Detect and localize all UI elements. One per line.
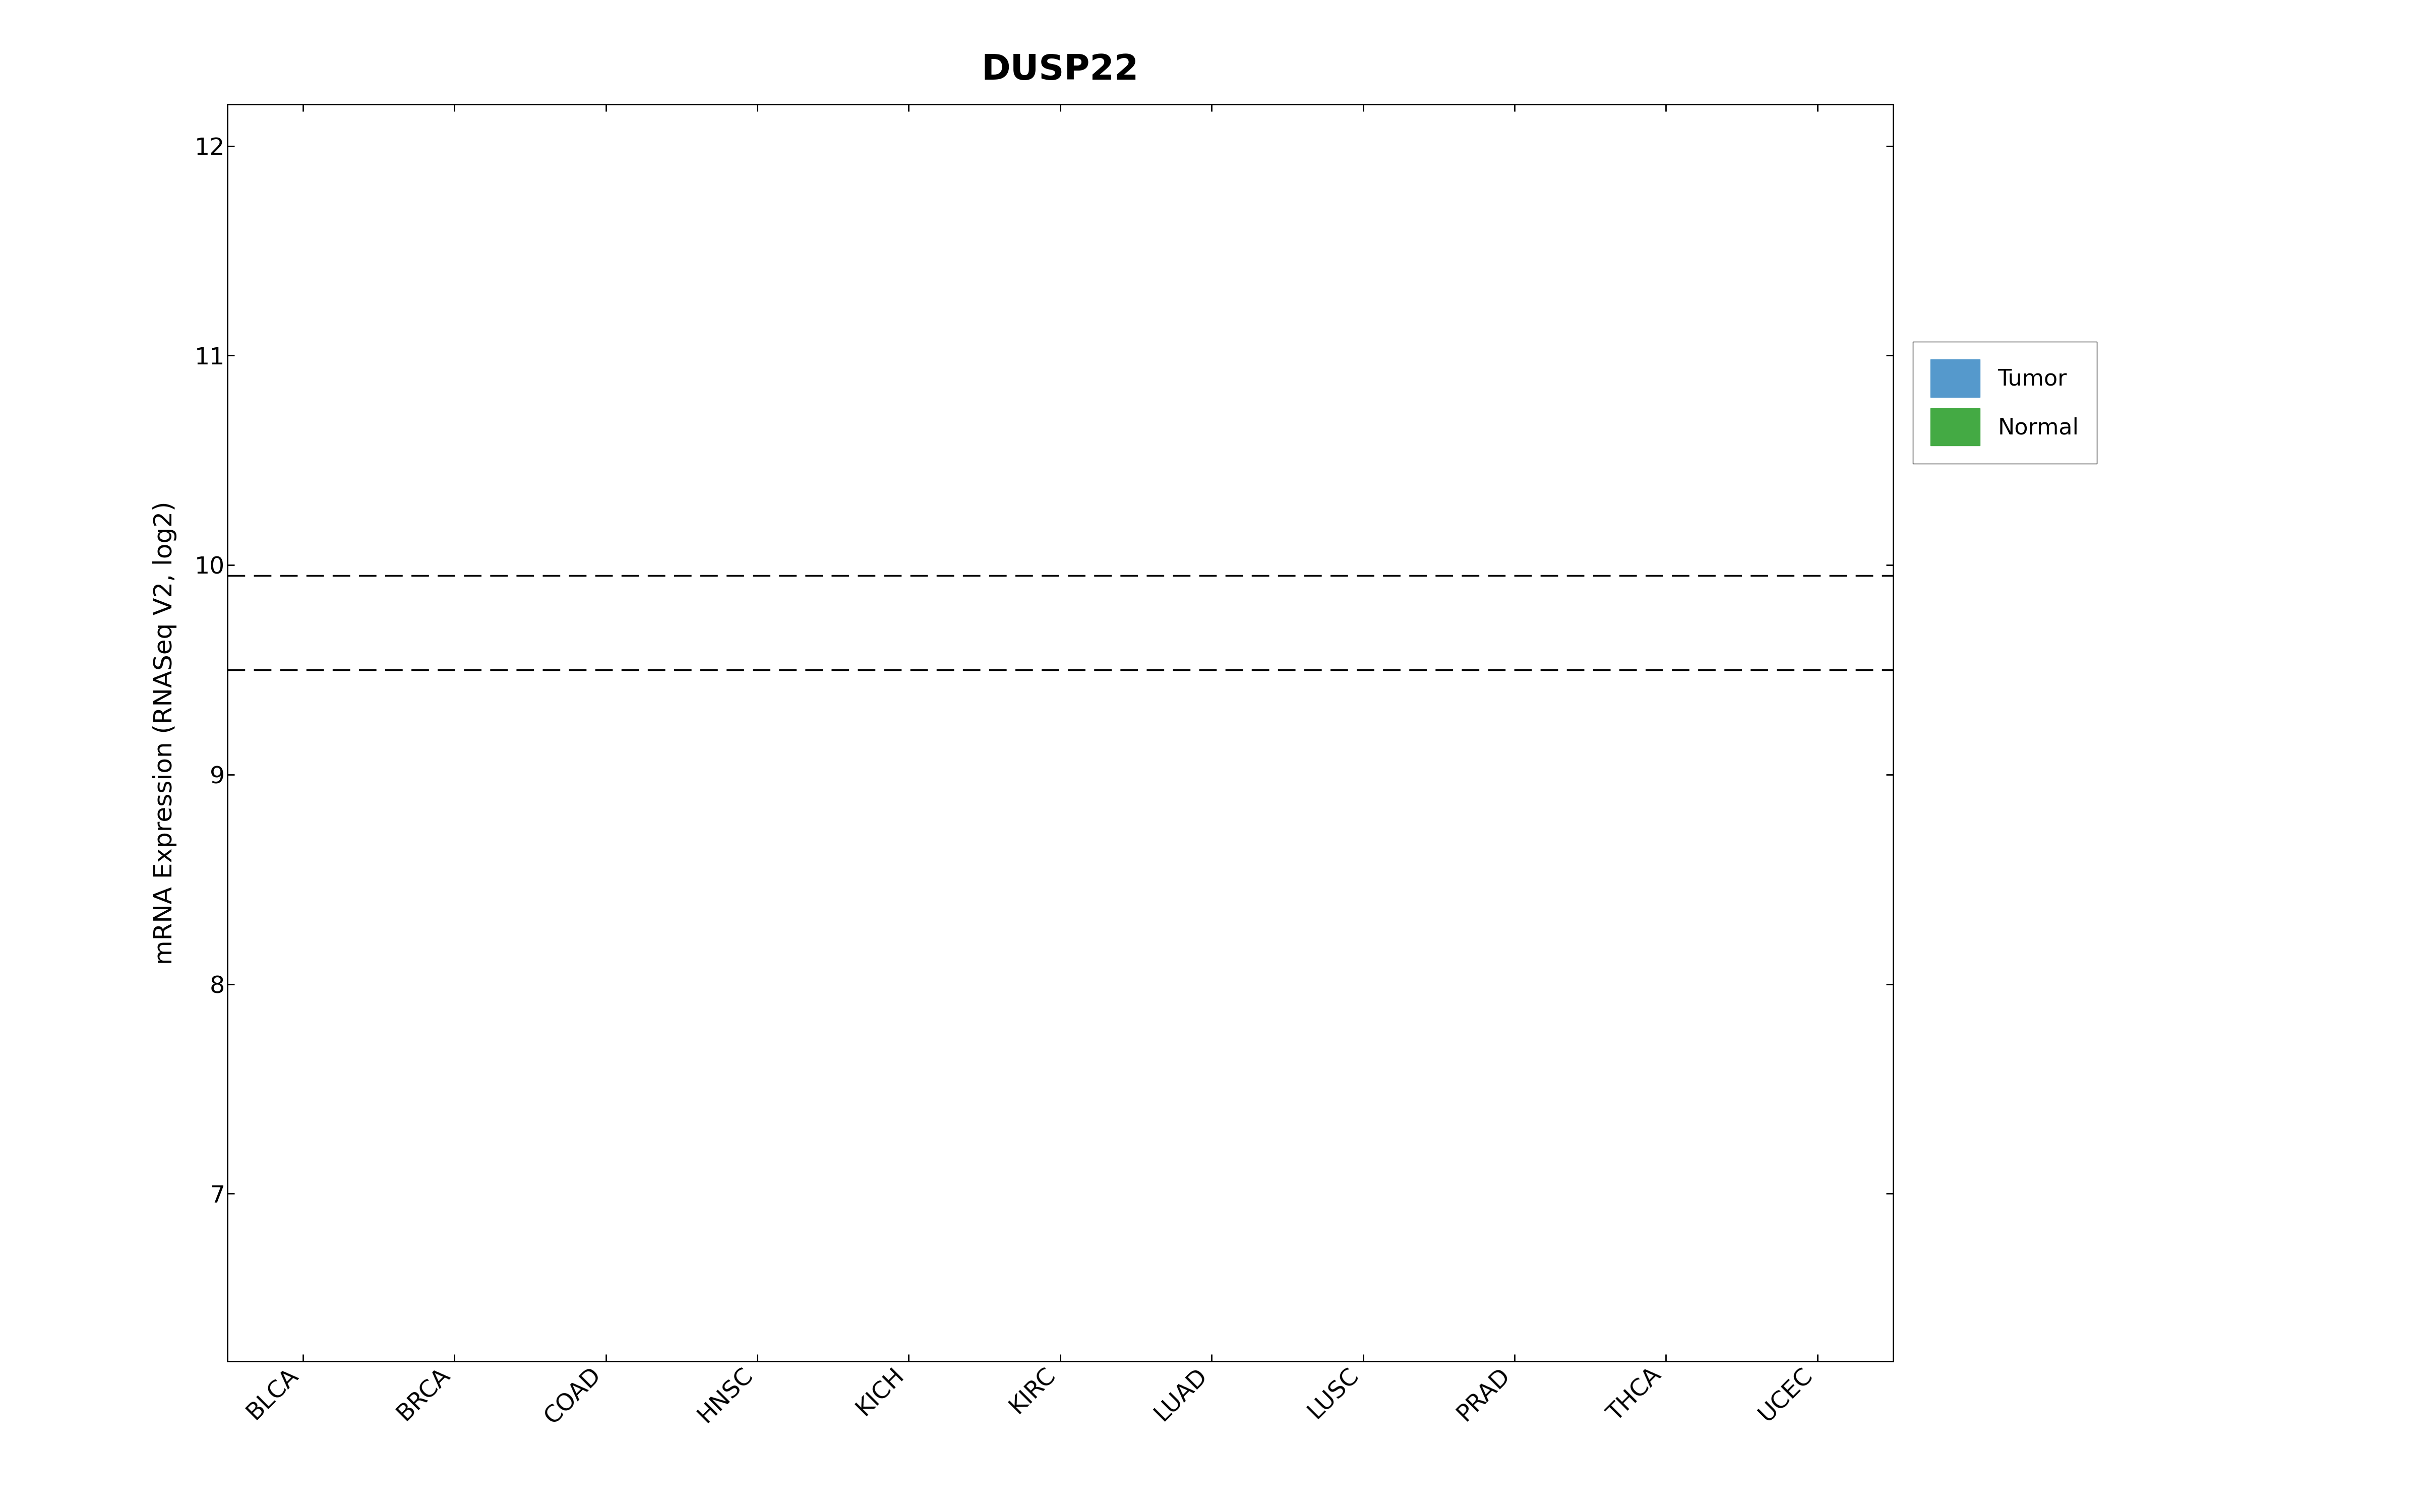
Y-axis label: mRNA Expression (RNASeq V2, log2): mRNA Expression (RNASeq V2, log2) (152, 500, 177, 965)
Title: DUSP22: DUSP22 (983, 53, 1140, 86)
Legend: Tumor, Normal: Tumor, Normal (1912, 342, 2096, 464)
